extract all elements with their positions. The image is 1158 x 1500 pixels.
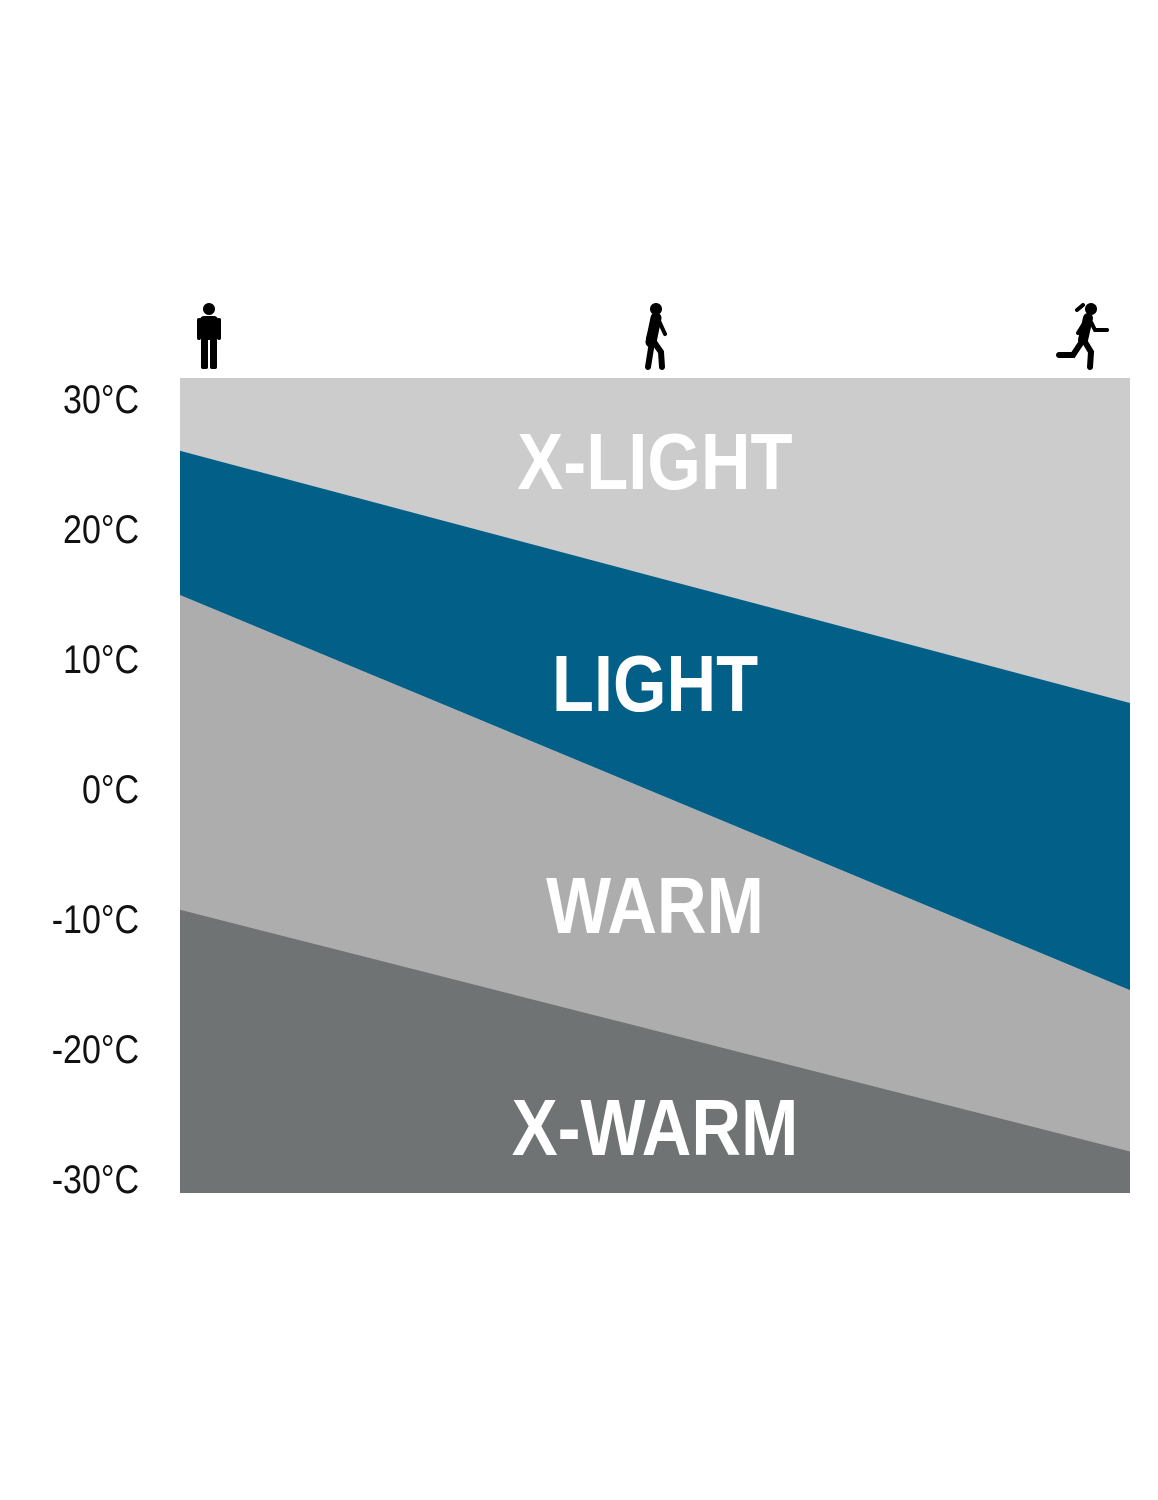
y-tick-label: 30°C <box>63 376 139 421</box>
y-tick-label: 0°C <box>82 766 139 811</box>
band-warm <box>180 595 1130 1152</box>
y-axis-ticks: 30°C 20°C 10°C 0°C -10°C -20°C -30°C <box>52 376 139 1201</box>
band-labels: X-LIGHT LIGHT WARM X-WARM <box>512 416 799 1172</box>
band-label-x-light: X-LIGHT <box>517 416 792 506</box>
band-label-light: LIGHT <box>552 638 758 728</box>
running-person-icon <box>1056 303 1109 370</box>
y-tick-label: -30°C <box>52 1156 139 1201</box>
activity-icons <box>197 303 1109 370</box>
y-tick-label: -10°C <box>52 896 139 941</box>
band-x-warm <box>180 909 1130 1193</box>
band-light <box>180 450 1130 991</box>
band-label-warm: WARM <box>546 860 764 950</box>
y-tick-label: 10°C <box>63 636 139 681</box>
band-label-x-warm: X-WARM <box>512 1082 799 1172</box>
walking-person-icon <box>645 303 667 370</box>
y-tick-label: 20°C <box>63 506 139 551</box>
bands <box>180 378 1130 1193</box>
band-x-light <box>180 378 1130 703</box>
y-tick-label: -20°C <box>52 1026 139 1071</box>
standing-person-icon <box>197 303 221 369</box>
